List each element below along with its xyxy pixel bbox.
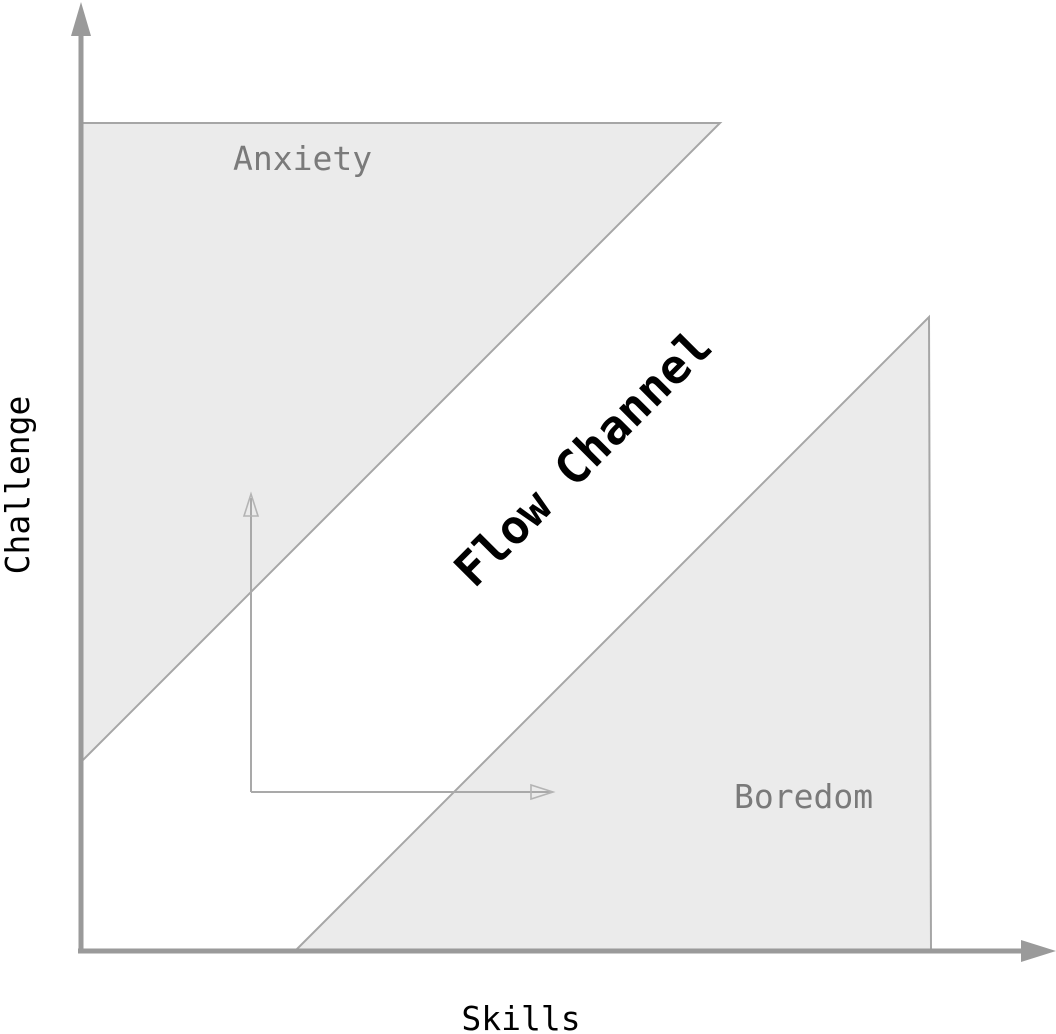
flow-channel-label: Flow Channel xyxy=(444,319,723,598)
boredom-label: Boredom xyxy=(734,777,873,816)
x-axis-arrowhead xyxy=(1021,940,1056,962)
y-axis-label: Challenge xyxy=(0,396,37,575)
anxiety-label: Anxiety xyxy=(233,139,372,178)
axes xyxy=(71,2,1056,962)
trajectory-up-arrowhead xyxy=(242,491,260,517)
y-axis-arrowhead xyxy=(71,2,91,36)
x-axis-label: Skills xyxy=(461,999,580,1034)
trajectory-right-arrowhead xyxy=(530,783,556,801)
trajectory-arrows xyxy=(242,491,556,801)
